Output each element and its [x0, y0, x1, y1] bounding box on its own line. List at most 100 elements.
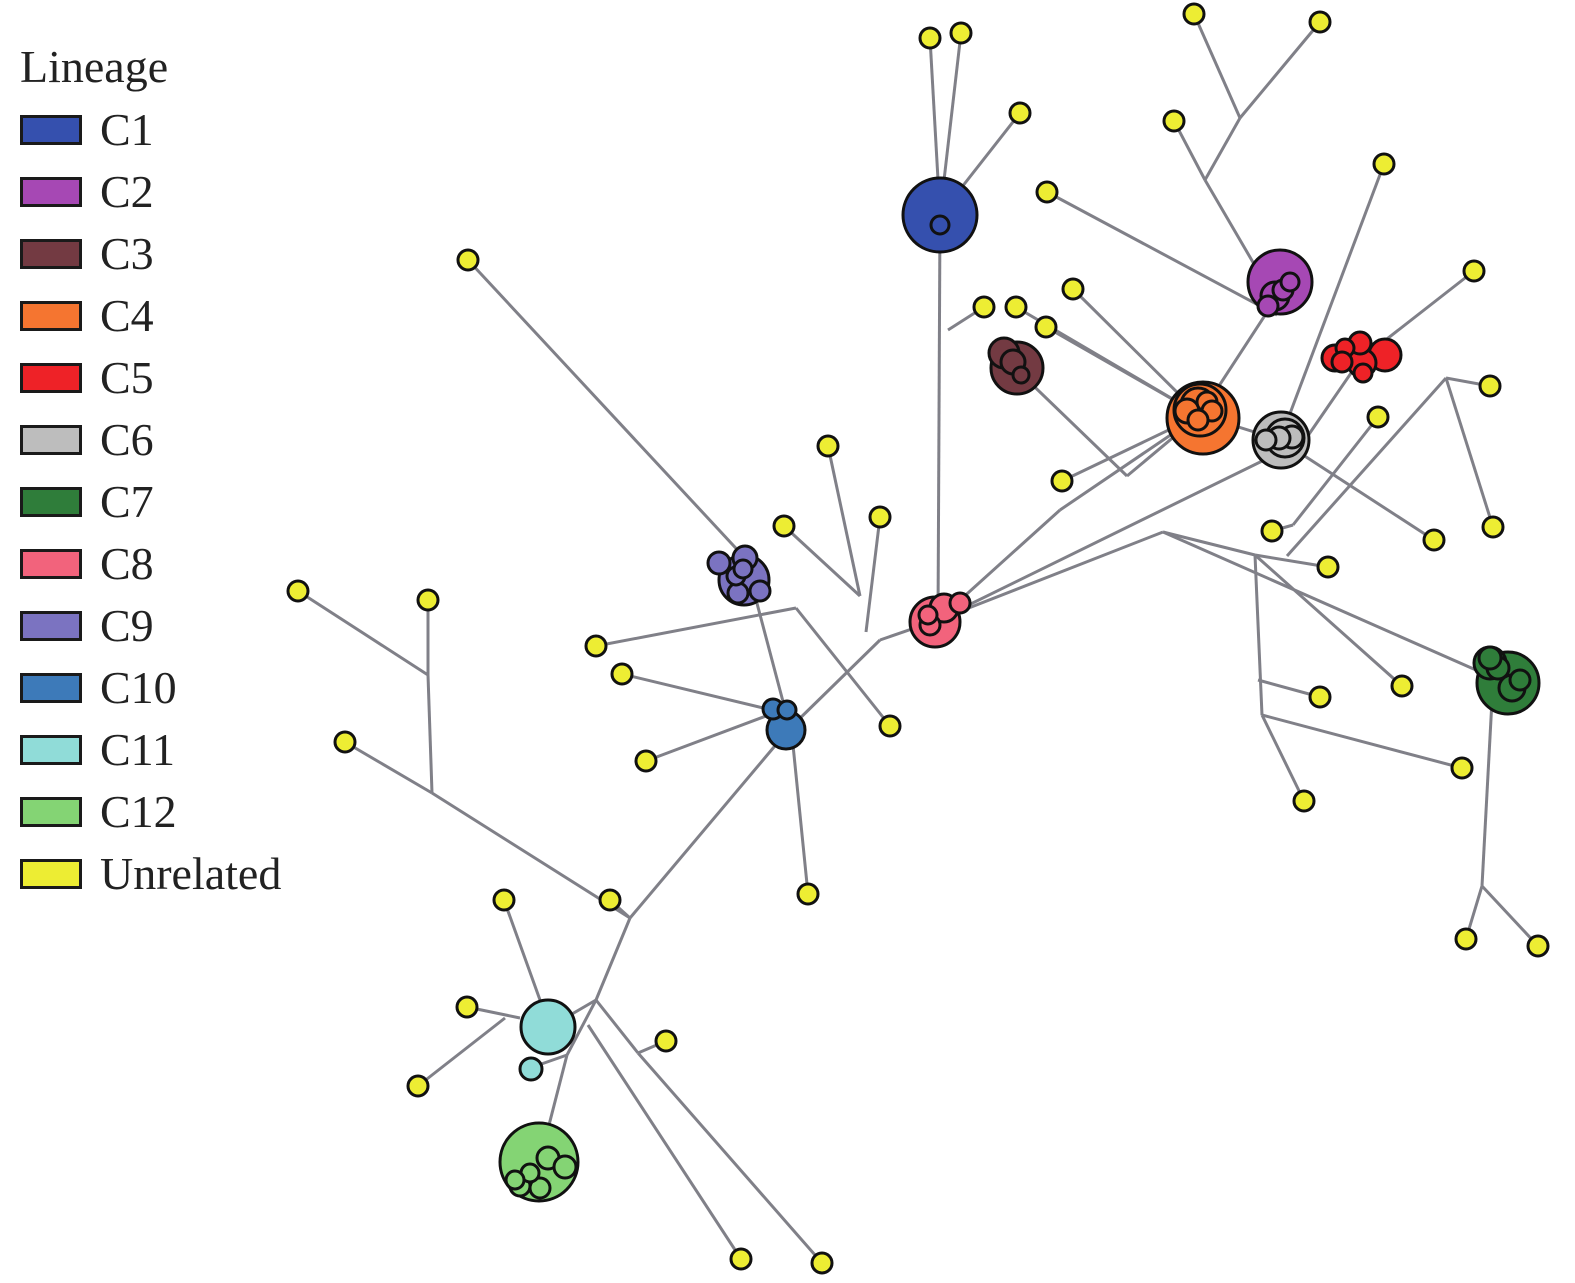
- legend-label-unrelated: Unrelated: [100, 848, 282, 899]
- tree-edge: [628, 727, 792, 919]
- tree-edge: [1046, 190, 1278, 317]
- tree-edge: [594, 917, 632, 1001]
- tree-nodes: [286, 2, 1550, 1275]
- tree-edge: [1253, 554, 1264, 716]
- node-c9: [706, 550, 732, 576]
- legend-swatch-c1: [20, 115, 82, 145]
- tree-edge: [936, 214, 942, 621]
- legend-label-c10: C10: [100, 662, 177, 713]
- unrelated-node: [1182, 2, 1206, 26]
- unrelated-node: [1050, 469, 1074, 493]
- tree-edge: [426, 674, 434, 794]
- tree-edge: [297, 589, 429, 677]
- unrelated-node: [1034, 315, 1058, 339]
- unrelated-node: [1390, 674, 1414, 698]
- node-c8: [948, 591, 972, 615]
- unrelated-node: [949, 21, 973, 45]
- legend-swatch-c3: [20, 239, 82, 269]
- unrelated-node: [729, 1247, 753, 1271]
- legend-swatch-c12: [20, 797, 82, 827]
- unrelated-node: [810, 1251, 834, 1275]
- unrelated-node: [455, 995, 479, 1019]
- legend-item-c1: C1: [20, 99, 281, 161]
- unrelated-node: [918, 26, 942, 50]
- tree-edge: [1285, 377, 1448, 557]
- node-c6: [1254, 428, 1278, 452]
- legend-title: Lineage: [20, 41, 169, 92]
- legend-label-c4: C4: [100, 290, 154, 341]
- unrelated-node: [492, 888, 516, 912]
- tree-edge: [790, 734, 810, 895]
- tree-edge: [1291, 416, 1380, 526]
- legend-label-c5: C5: [100, 352, 154, 403]
- node-c7: [1477, 645, 1503, 671]
- legend-item-c9: C9: [20, 595, 281, 657]
- legend-item-c5: C5: [20, 347, 281, 409]
- tree-edge: [788, 638, 882, 730]
- legend-item-c2: C2: [20, 161, 281, 223]
- legend-swatch-c2: [20, 177, 82, 207]
- node-c2: [1279, 271, 1301, 293]
- node-c11: [519, 998, 577, 1056]
- unrelated-node: [1004, 295, 1028, 319]
- legend-swatch-c11: [20, 735, 82, 765]
- unrelated-node: [1260, 519, 1284, 543]
- tree-edge: [417, 1016, 506, 1088]
- tree-edge: [1254, 553, 1403, 688]
- legend-item-c11: C11: [20, 719, 281, 781]
- tree-edge: [782, 524, 862, 598]
- unrelated-node: [598, 888, 622, 912]
- tree-edge: [1444, 377, 1495, 528]
- node-c8: [917, 604, 939, 626]
- node-c4: [1186, 408, 1210, 432]
- node-c9: [748, 579, 772, 603]
- legend-label-c11: C11: [100, 724, 175, 775]
- tree-edge: [1261, 713, 1463, 770]
- legend-item-c4: C4: [20, 285, 281, 347]
- legend-label-c2: C2: [100, 166, 154, 217]
- legend: Lineage C1 C2 C3 C4 C5 C6 C7 C8 C9 C10 C11 C12 Unrel…: [20, 38, 281, 905]
- node-c12: [504, 1169, 526, 1191]
- unrelated-node: [1462, 259, 1486, 283]
- unrelated-node: [816, 434, 840, 458]
- tree-edge: [594, 999, 640, 1054]
- unrelated-node: [654, 1029, 678, 1053]
- legend-label-c6: C6: [100, 414, 154, 465]
- tree-edge: [621, 672, 781, 714]
- legend-label-c9: C9: [100, 600, 154, 651]
- unrelated-node: [1292, 789, 1316, 813]
- unrelated-node: [456, 248, 480, 272]
- unrelated-node: [406, 1074, 430, 1098]
- legend-swatch-c4: [20, 301, 82, 331]
- tree-edge: [431, 791, 631, 920]
- unrelated-node: [1372, 152, 1396, 176]
- tree-edge: [1203, 117, 1242, 181]
- legend-swatch-c5: [20, 363, 82, 393]
- unrelated-node: [333, 730, 357, 754]
- legend-label-c8: C8: [100, 538, 154, 589]
- node-c10: [776, 699, 798, 721]
- unrelated-node: [1454, 927, 1478, 951]
- legend-label-c3: C3: [100, 228, 154, 279]
- unrelated-node: [286, 579, 310, 603]
- tree-edge: [937, 438, 1306, 622]
- legend-item-c7: C7: [20, 471, 281, 533]
- tree-edge: [1279, 438, 1435, 542]
- tree-edge: [1260, 714, 1306, 802]
- tree-edge: [1278, 163, 1386, 441]
- unrelated-node: [1316, 555, 1340, 579]
- unrelated-node: [1450, 756, 1474, 780]
- legend-swatch-c10: [20, 673, 82, 703]
- unrelated-node: [878, 714, 902, 738]
- legend-label-c7: C7: [100, 476, 154, 527]
- node-c3: [1011, 365, 1031, 385]
- legend-label-c12: C12: [100, 786, 177, 837]
- tree-edge: [794, 607, 892, 727]
- unrelated-node: [868, 505, 892, 529]
- tree-edge: [565, 999, 598, 1056]
- tree-edge: [1254, 553, 1329, 569]
- legend-swatch-unrelated: [20, 859, 82, 889]
- unrelated-node: [1478, 374, 1502, 398]
- legend-item-c10: C10: [20, 657, 281, 719]
